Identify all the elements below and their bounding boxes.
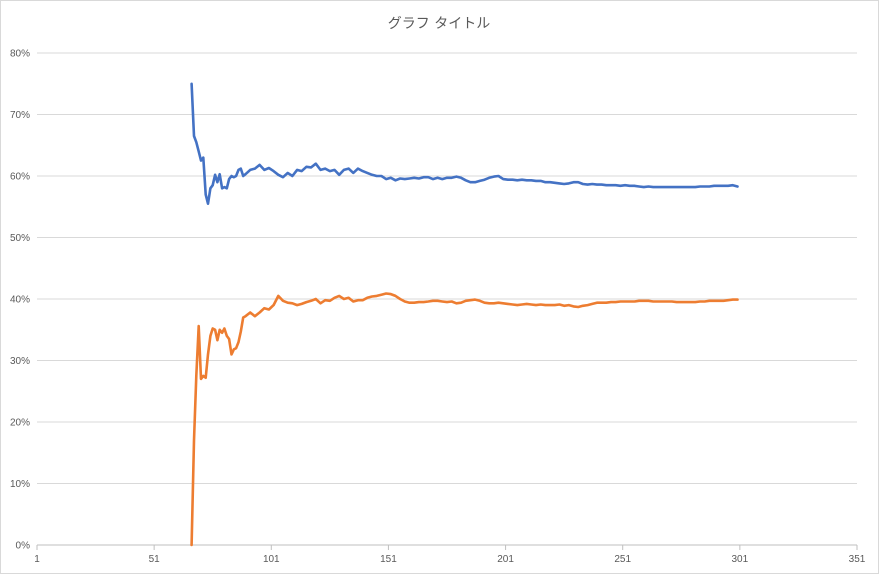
x-tick-label: 101 [263,554,280,565]
y-tick-label: 10% [10,479,30,490]
x-tick-label: 151 [380,554,397,565]
series-line-2 [190,292,739,547]
x-tick-label: 351 [849,554,866,565]
x-tick-label: 1 [34,554,40,565]
x-axis: 1 51 101 151 201 251 301 351 [34,544,866,565]
y-tick-label: 50% [10,233,30,244]
x-tick-label: 301 [732,554,749,565]
y-tick-label: 70% [10,110,30,121]
y-tick-label: 20% [10,418,30,429]
y-tick-label: 30% [10,356,30,367]
x-tick-label: 51 [149,554,161,565]
y-axis: 0% 10% 20% 30% 40% 50% 60% 70% 80% [10,49,30,552]
x-tick-label: 201 [497,554,514,565]
y-tick-label: 80% [10,49,30,60]
x-tick-label: 251 [614,554,631,565]
y-tick-label: 40% [10,295,30,306]
series-line-1 [190,82,739,205]
gridlines [37,52,857,484]
y-tick-label: 60% [10,172,30,183]
y-tick-label: 0% [16,541,31,552]
chart-title: グラフ タイトル [388,16,490,32]
series-group [190,82,739,547]
